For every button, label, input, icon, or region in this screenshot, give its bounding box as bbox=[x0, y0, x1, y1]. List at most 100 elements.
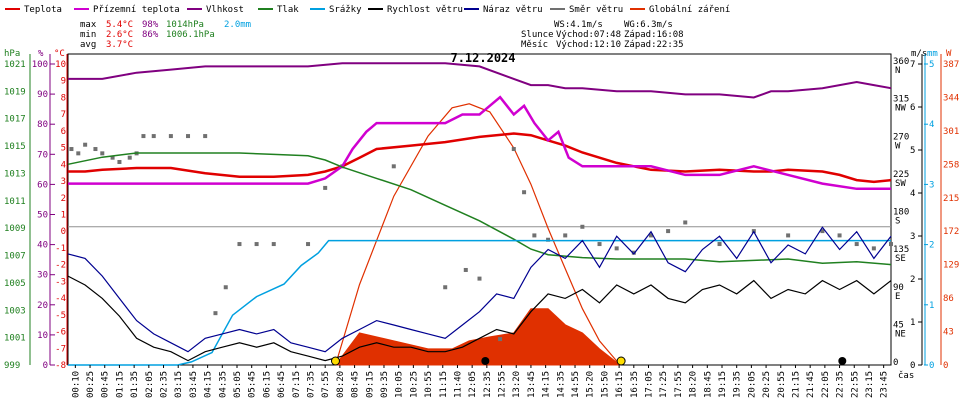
y-tick-label-compass: E bbox=[895, 292, 900, 302]
y-tick-label-ms: 5 bbox=[910, 146, 915, 156]
axis-unit-time: čas bbox=[898, 370, 914, 381]
right-axes: 360N315NW270W225SW180S135SE90E45NE076543… bbox=[893, 54, 959, 371]
x-tick-label: 10:05 bbox=[395, 371, 405, 398]
x-tick-label: 11:40 bbox=[453, 371, 463, 398]
legend-label-vlhkost: Vlhkost bbox=[206, 5, 244, 15]
stats-min-hum: 86% bbox=[142, 30, 159, 40]
y-tick-label-compass: SW bbox=[895, 179, 906, 189]
y-tick-label-pct: 0 bbox=[43, 361, 48, 371]
stats-avg-temp: 3.7°C bbox=[106, 40, 133, 50]
axis-unit-w: W bbox=[946, 49, 952, 59]
y-tick-label-degc: 5 bbox=[61, 144, 66, 154]
wind-direction-point bbox=[563, 233, 568, 238]
wind-direction-point bbox=[463, 267, 468, 272]
y-tick-label-mm: 5 bbox=[929, 60, 934, 70]
wind-direction-point bbox=[69, 147, 74, 152]
y-tick-label-hpa: 1003 bbox=[4, 306, 26, 316]
y-tick-label-compass: SE bbox=[895, 254, 906, 264]
y-tick-label-hpa: 1011 bbox=[4, 197, 26, 207]
y-tick-label-ms: 1 bbox=[910, 318, 915, 328]
wind-direction-point bbox=[717, 242, 722, 247]
y-tick-label-w: 215 bbox=[943, 194, 959, 204]
x-tick-label: 18:20 bbox=[689, 371, 699, 398]
x-tick-label: 23:15 bbox=[865, 371, 875, 398]
y-tick-label-hpa: 1019 bbox=[4, 87, 26, 97]
x-tick-label: 14:55 bbox=[571, 371, 581, 398]
x-tick-label: 23:45 bbox=[880, 371, 890, 398]
series-rychlost-v-tru bbox=[67, 275, 892, 362]
sunset-marker bbox=[616, 356, 626, 366]
stats-block: max 5.4°C 98% 1014hPa 2.0mm min 2.6°C 86… bbox=[80, 20, 251, 50]
wind-direction-point bbox=[83, 142, 88, 147]
x-tick-label: 10:55 bbox=[424, 371, 434, 398]
y-tick-label-hpa: 1005 bbox=[4, 279, 26, 289]
wind-direction-point bbox=[648, 233, 653, 238]
wind-direction-point bbox=[522, 190, 527, 195]
x-tick-label: 07:35 bbox=[306, 371, 316, 398]
wind-direction-point bbox=[597, 242, 602, 247]
y-tick-label-pct: 70 bbox=[37, 150, 48, 160]
y-tick-label-w: 43 bbox=[943, 328, 954, 338]
series-tlak bbox=[67, 152, 892, 266]
wind-direction-point bbox=[631, 250, 636, 255]
wind-direction-point bbox=[532, 233, 537, 238]
axis-unit-degc: °C bbox=[54, 49, 65, 59]
wind-direction-point bbox=[110, 155, 115, 160]
wind-direction-point bbox=[511, 147, 516, 152]
x-tick-label: 07:55 bbox=[321, 371, 331, 398]
y-tick-label-direction: 45 bbox=[893, 320, 904, 330]
info-moonset: Západ:22:35 bbox=[624, 40, 684, 50]
x-tick-label: 02:05 bbox=[145, 371, 155, 398]
x-tick-label: 16:35 bbox=[630, 371, 640, 398]
wind-direction-point bbox=[580, 224, 585, 229]
wind-direction-point bbox=[117, 159, 122, 164]
wind-direction-point bbox=[614, 246, 619, 251]
x-tick-label: 17:05 bbox=[645, 371, 655, 398]
sunrise-marker bbox=[330, 356, 340, 366]
y-tick-label-pct: 10 bbox=[37, 331, 48, 341]
y-tick-label-pct: 30 bbox=[37, 271, 48, 281]
wind-direction-point bbox=[254, 242, 259, 247]
y-tick-label-w: 258 bbox=[943, 160, 959, 170]
y-tick-label-degc: 9 bbox=[61, 77, 66, 87]
y-tick-label-degc: 7 bbox=[61, 110, 66, 120]
x-tick-label: 08:20 bbox=[336, 371, 346, 398]
legend: Teplota Přízemní teplota Vlhkost Tlak Sr… bbox=[5, 5, 730, 15]
y-tick-label-direction: 0 bbox=[893, 358, 898, 368]
y-tick-label-w: 344 bbox=[943, 93, 959, 103]
stats-min-press: 1006.1hPa bbox=[166, 30, 215, 40]
wind-direction-point bbox=[100, 151, 105, 156]
wind-direction-point bbox=[786, 233, 791, 238]
y-tick-label-degc: -1 bbox=[55, 244, 66, 254]
x-tick-label: 22:35 bbox=[836, 371, 846, 398]
x-tick-label: 11:15 bbox=[439, 371, 449, 398]
stats-max-press: 1014hPa bbox=[166, 20, 204, 30]
x-tick-label: 03:45 bbox=[189, 371, 199, 398]
wind-direction-point bbox=[127, 155, 132, 160]
plot-area bbox=[67, 53, 892, 366]
series-p-zemn-teplota bbox=[68, 95, 891, 191]
y-tick-label-direction: 180 bbox=[893, 208, 909, 218]
y-tick-label-compass: W bbox=[895, 141, 901, 151]
y-tick-label-direction: 135 bbox=[893, 245, 909, 255]
stats-min-temp: 2.6°C bbox=[106, 30, 133, 40]
x-axis: 00:10 00:25 00:45 01:15 01:35 02:05 02:35 03:15… bbox=[71, 365, 890, 398]
moonset-marker bbox=[838, 357, 847, 365]
x-tick-label: 07:15 bbox=[292, 371, 302, 398]
wind-direction-point bbox=[151, 134, 156, 139]
y-tick-label-degc: 1 bbox=[61, 211, 66, 221]
legend-label-smer-vetru: Směr větru bbox=[569, 5, 623, 15]
y-tick-label-hpa: 1021 bbox=[4, 60, 26, 70]
y-tick-label-degc: -4 bbox=[55, 294, 66, 304]
x-tick-label: 16:15 bbox=[615, 371, 625, 398]
x-tick-label: 03:15 bbox=[174, 371, 184, 398]
axis-unit-mm: mm bbox=[927, 49, 938, 59]
y-tick-label-degc: -6 bbox=[55, 328, 66, 338]
x-tick-label: 00:45 bbox=[101, 371, 111, 398]
y-tick-label-degc: 2 bbox=[61, 194, 66, 204]
x-tick-label: 09:35 bbox=[380, 371, 390, 398]
y-tick-label-compass: NE bbox=[895, 329, 906, 339]
y-tick-label-mm: 4 bbox=[929, 120, 934, 130]
y-tick-label-ms: 2 bbox=[910, 275, 915, 285]
